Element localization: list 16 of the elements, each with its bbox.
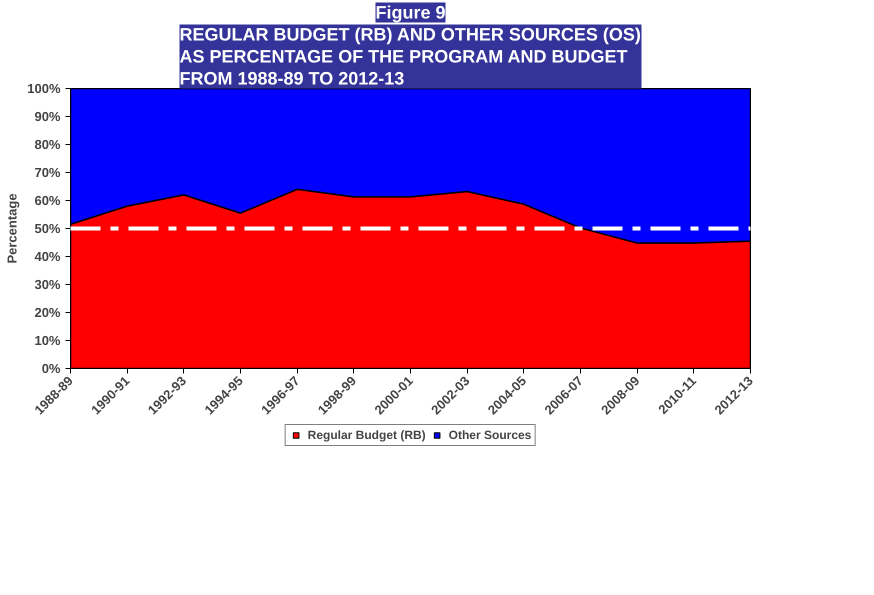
y-tick-label: 60%: [34, 193, 61, 208]
chart-subtitle: REGULAR BUDGET (RB) AND OTHER SOURCES (OS) AS PERCENTAGE OF THE PROGRAM AND BUDGET FROM 1988-89 TO 2012-13: [180, 24, 641, 88]
legend-label: Regular Budget (RB): [308, 428, 426, 442]
y-tick-label: 20%: [34, 305, 61, 320]
y-axis-title: Percentage: [4, 193, 20, 264]
y-tick-label: 100%: [27, 81, 61, 96]
y-tick-label: 90%: [34, 109, 61, 124]
legend-label: Other Sources: [448, 428, 532, 442]
y-tick-label: 0%: [42, 361, 61, 376]
y-tick-label: 40%: [34, 249, 61, 264]
chart-title: Figure 9: [375, 2, 446, 22]
y-tick-label: 10%: [34, 333, 61, 348]
y-tick-label: 80%: [34, 137, 61, 152]
y-tick-label: 50%: [34, 221, 61, 236]
y-tick-label: 70%: [34, 165, 61, 180]
y-tick-label: 30%: [34, 277, 61, 292]
